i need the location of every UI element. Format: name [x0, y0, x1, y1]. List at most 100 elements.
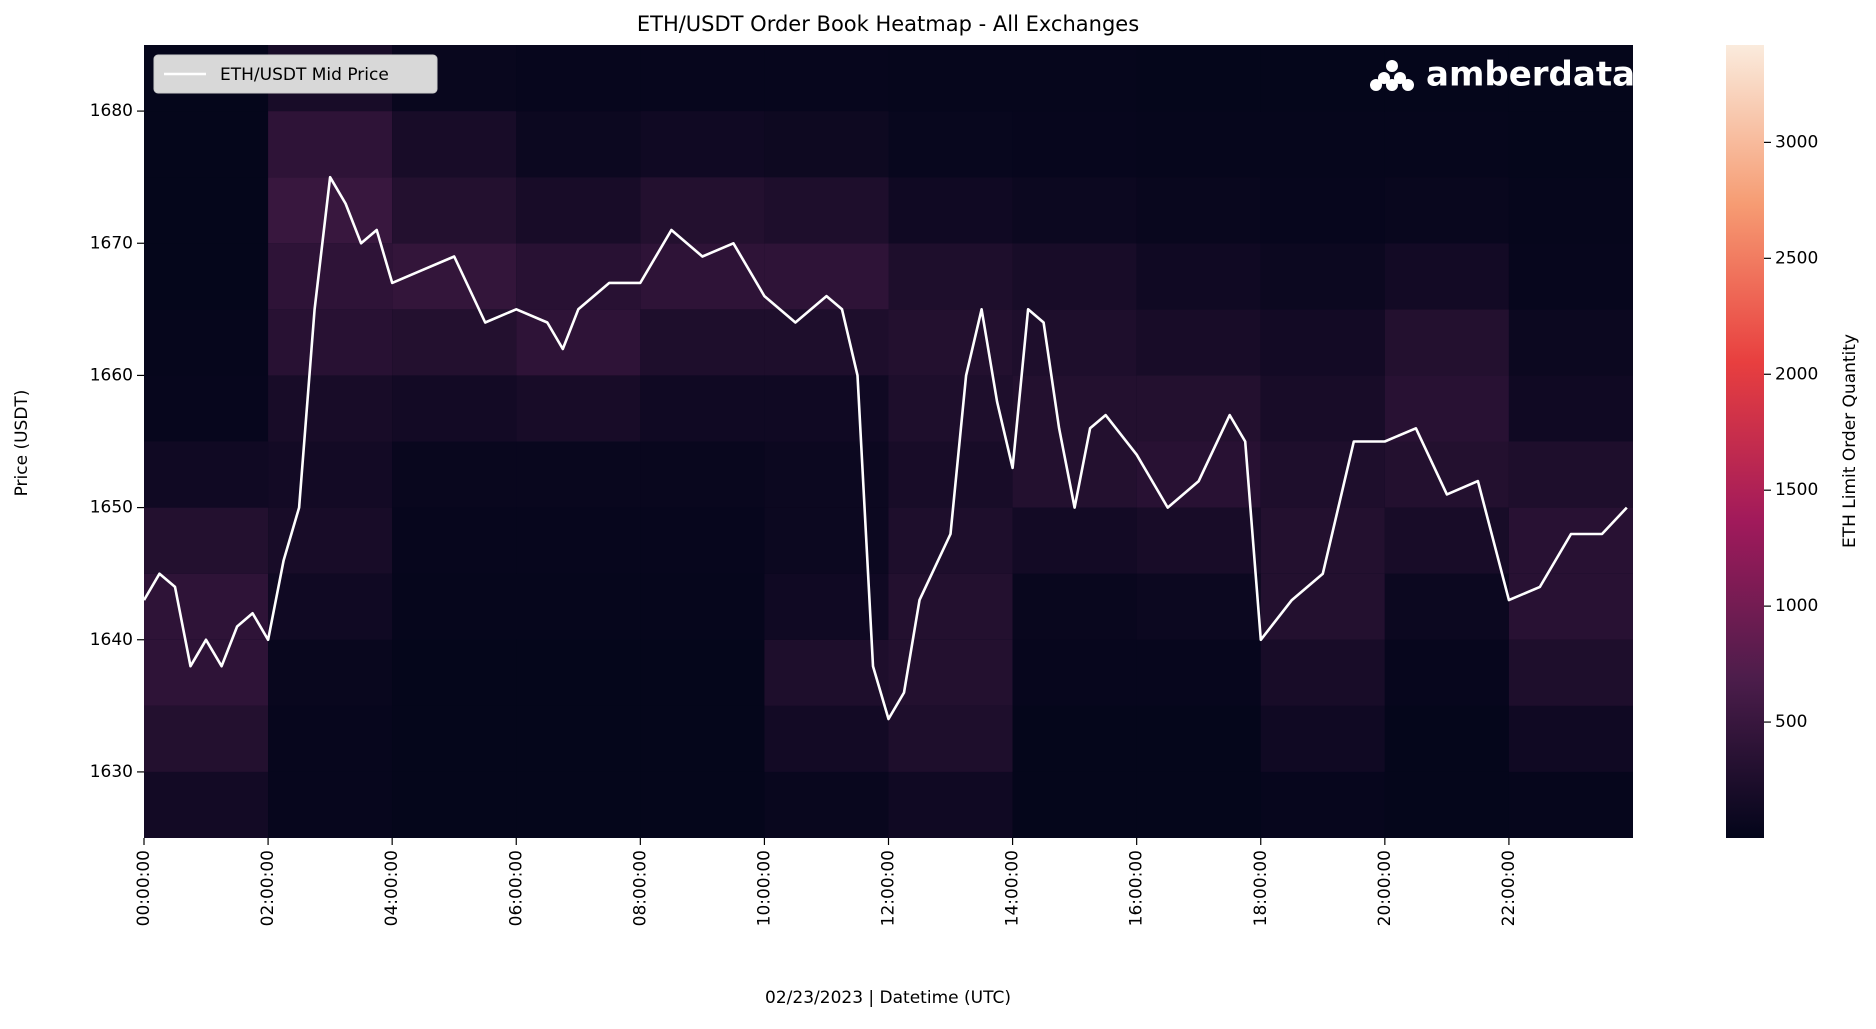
- heatmap-cell: [1384, 771, 1509, 838]
- heatmap-cell: [888, 573, 1013, 640]
- heatmap-cell: [1012, 507, 1137, 574]
- heatmap-cell: [764, 771, 889, 838]
- heatmap-cell: [268, 441, 393, 508]
- heatmap-cell: [1136, 45, 1261, 112]
- heatmap-cell: [888, 243, 1013, 310]
- heatmap-cell: [1136, 309, 1261, 376]
- heatmap-cell: [888, 45, 1013, 112]
- heatmap-cell: [268, 375, 393, 442]
- heatmap-cell: [1136, 705, 1261, 772]
- x-tick-label: 16:00:00: [1127, 850, 1147, 926]
- y-tick-label: 1650: [90, 498, 133, 518]
- heatmap-cell: [516, 573, 641, 640]
- heatmap-cell: [268, 705, 393, 772]
- heatmap-cell: [144, 507, 269, 574]
- heatmap-cell: [1012, 111, 1137, 178]
- heatmap-cell: [888, 639, 1013, 706]
- heatmap-cell: [392, 573, 517, 640]
- heatmap-cell: [1136, 507, 1261, 574]
- heatmap-cell: [268, 111, 393, 178]
- heatmap-cell: [764, 111, 889, 178]
- heatmap-cell: [144, 309, 269, 376]
- logo-dot: [1370, 79, 1382, 91]
- heatmap-cell: [1384, 243, 1509, 310]
- legend-box: [153, 54, 438, 94]
- heatmap-cell: [1012, 45, 1137, 112]
- heatmap-cell: [144, 111, 269, 178]
- heatmap-cell: [392, 309, 517, 376]
- heatmap-cell: [764, 705, 889, 772]
- heatmap-cell: [1136, 441, 1261, 508]
- heatmap-cell: [144, 573, 269, 640]
- heatmap-cell: [640, 771, 765, 838]
- heatmap-cell: [1012, 441, 1137, 508]
- heatmap-cell: [1012, 177, 1137, 244]
- overlay: [142, 175, 1628, 721]
- heatmap-cell: [764, 639, 889, 706]
- heatmap-cell: [1508, 45, 1633, 112]
- y-axis-label: Price (USDT): [12, 390, 32, 497]
- heatmap-cell: [1136, 639, 1261, 706]
- heatmap-cell: [640, 177, 765, 244]
- x-tick-label: 08:00:00: [630, 850, 650, 926]
- heatmap-cell: [640, 441, 765, 508]
- heatmap-cell: [1012, 243, 1137, 310]
- x-axis-label: 02/23/2023 | Datetime (UTC): [765, 988, 1011, 1008]
- legend-label: ETH/USDT Mid Price: [220, 65, 389, 85]
- heatmap-cell: [1136, 375, 1261, 442]
- logo: amberdata: [1370, 55, 1635, 95]
- heatmap-cell: [640, 507, 765, 574]
- heatmap-cell: [640, 375, 765, 442]
- heatmap-cell: [764, 243, 889, 310]
- heatmap-cell: [764, 309, 889, 376]
- heatmap-cell: [1136, 771, 1261, 838]
- heatmap-cell: [1012, 309, 1137, 376]
- heatmap-cell: [1260, 111, 1385, 178]
- heatmap-cell: [888, 441, 1013, 508]
- colorbar-tick-label: 2000: [1775, 364, 1818, 384]
- heatmap-cell: [144, 705, 269, 772]
- colorbar-tick-label: 1500: [1775, 480, 1818, 500]
- y-tick-label: 1680: [90, 101, 133, 121]
- heatmap-cell: [1384, 309, 1509, 376]
- heatmap-cell: [516, 45, 641, 112]
- heatmap-cell: [888, 507, 1013, 574]
- heatmap-cell: [640, 111, 765, 178]
- heatmap-cell: [392, 243, 517, 310]
- heatmap-cell: [516, 639, 641, 706]
- heatmap-cell: [1260, 639, 1385, 706]
- y-tick-label: 1660: [90, 365, 133, 385]
- heatmap-cell: [1384, 111, 1509, 178]
- heatmap-cell: [268, 309, 393, 376]
- heatmap-cell: [516, 507, 641, 574]
- heatmap-cell: [144, 375, 269, 442]
- heatmap-cell: [1508, 771, 1633, 838]
- heatmap-cell: [516, 375, 641, 442]
- heatmap-cell: [144, 639, 269, 706]
- heatmap-cell: [764, 177, 889, 244]
- heatmap-cell: [764, 441, 889, 508]
- heatmap-cell: [392, 177, 517, 244]
- heatmap-cell: [516, 309, 641, 376]
- logo-text: amberdata: [1426, 55, 1635, 95]
- heatmap-cell: [1260, 375, 1385, 442]
- heatmap-cell: [1508, 177, 1633, 244]
- heatmap-cell: [392, 705, 517, 772]
- heatmap-cell: [1012, 573, 1137, 640]
- x-tick-label: 18:00:00: [1251, 850, 1271, 926]
- x-tick-label: 20:00:00: [1375, 850, 1395, 926]
- heatmap-cell: [268, 771, 393, 838]
- heatmap-cell: [888, 375, 1013, 442]
- heatmap-cell: [392, 507, 517, 574]
- heatmap-cell: [1508, 243, 1633, 310]
- x-tick-label: 02:00:00: [258, 850, 278, 926]
- x-tick-label: 12:00:00: [879, 850, 899, 926]
- logo-dot: [1386, 79, 1398, 91]
- heatmap-cell: [1508, 639, 1633, 706]
- heatmap-cell: [268, 573, 393, 640]
- heatmap-cell: [268, 639, 393, 706]
- heatmap-cell: [268, 177, 393, 244]
- heatmap-cell: [144, 243, 269, 310]
- heatmap-cell: [1508, 111, 1633, 178]
